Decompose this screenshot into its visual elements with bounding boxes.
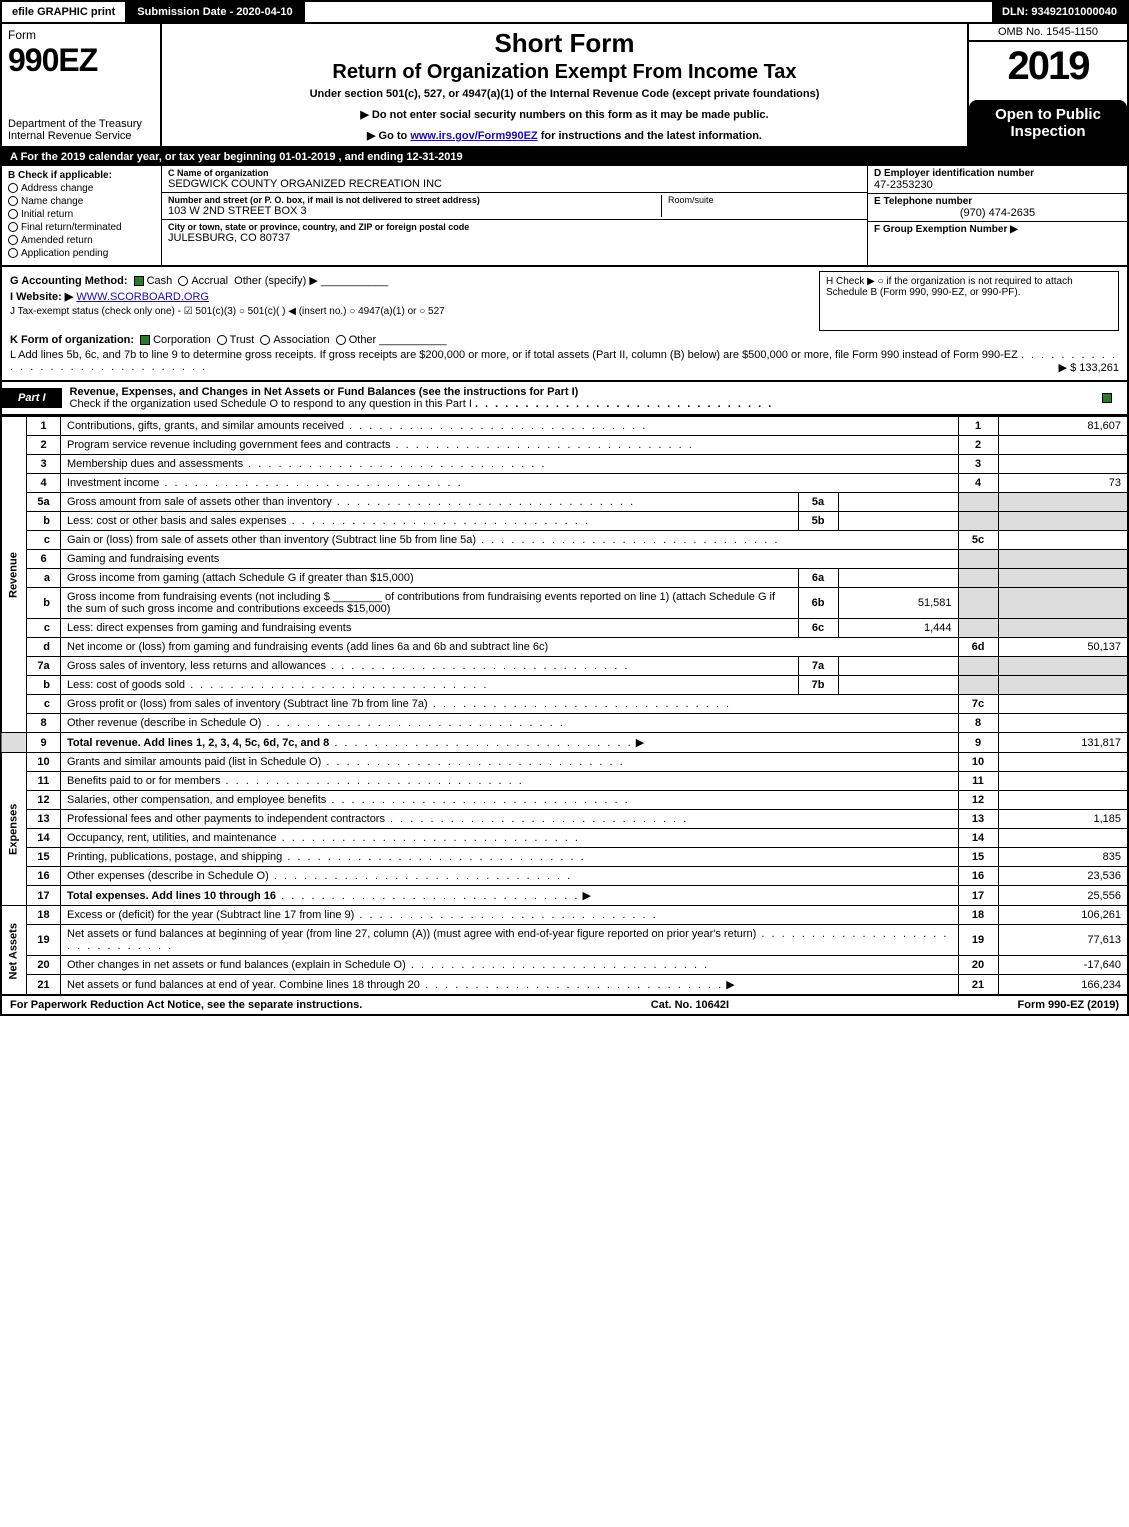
header-left: Form 990EZ Department of the Treasury In…	[2, 24, 162, 146]
chk-final-return[interactable]: Final return/terminated	[8, 222, 155, 233]
ssn-warning: ▶ Do not enter social security numbers o…	[170, 108, 959, 121]
group-exemption-label: F Group Exemption Number ▶	[874, 224, 1121, 235]
line-i: I Website: ▶ WWW.SCORBOARD.ORG	[10, 290, 779, 303]
phone-value: (970) 474-2635	[874, 207, 1121, 219]
goto-line: ▶ Go to www.irs.gov/Form990EZ for instru…	[170, 129, 959, 142]
form-header: Form 990EZ Department of the Treasury In…	[0, 22, 1129, 148]
chk-association[interactable]	[260, 335, 270, 345]
city-label: City or town, state or province, country…	[168, 222, 861, 232]
room-suite-label: Room/suite	[661, 195, 861, 217]
paperwork-notice: For Paperwork Reduction Act Notice, see …	[10, 999, 362, 1011]
chk-accrual[interactable]	[178, 276, 188, 286]
chk-trust[interactable]	[217, 335, 227, 345]
open-to-public: Open to Public Inspection	[969, 100, 1127, 146]
chk-application-pending[interactable]: Application pending	[8, 248, 155, 259]
under-section: Under section 501(c), 527, or 4947(a)(1)…	[170, 88, 959, 100]
section-b: B Check if applicable: Address change Na…	[2, 166, 162, 265]
right-num: 1	[958, 417, 998, 436]
org-city: JULESBURG, CO 80737	[168, 232, 861, 244]
ein-label: D Employer identification number	[874, 168, 1121, 179]
top-bar: efile GRAPHIC print Submission Date - 20…	[0, 0, 1129, 22]
page-footer: For Paperwork Reduction Act Notice, see …	[0, 996, 1129, 1016]
irs-link[interactable]: www.irs.gov/Form990EZ	[410, 130, 537, 142]
tax-period: A For the 2019 calendar year, or tax yea…	[0, 148, 1129, 166]
line-j: J Tax-exempt status (check only one) - ☑…	[10, 306, 779, 317]
row-num: 1	[27, 417, 61, 436]
form-title: Return of Organization Exempt From Incom…	[170, 61, 959, 84]
chk-address-change[interactable]: Address change	[8, 183, 155, 194]
form-word: Form	[8, 28, 154, 42]
spacer	[305, 2, 992, 22]
part1-title: Revenue, Expenses, and Changes in Net As…	[62, 382, 1087, 414]
part1-header: Part I Revenue, Expenses, and Changes in…	[0, 382, 1129, 416]
dln-label: DLN: 93492101000040	[992, 2, 1127, 22]
line-l: L Add lines 5b, 6c, and 7b to line 9 to …	[10, 349, 1119, 373]
expenses-label: Expenses	[1, 753, 27, 906]
tax-year: 2019	[969, 42, 1127, 91]
cat-no: Cat. No. 10642I	[651, 999, 729, 1011]
org-address: 103 W 2ND STREET BOX 3	[168, 205, 661, 217]
meta-block: G Accounting Method: Cash Accrual Other …	[0, 267, 1129, 382]
org-name: SEDGWICK COUNTY ORGANIZED RECREATION INC	[168, 178, 861, 190]
line-k: K Form of organization: Corporation Trus…	[10, 334, 1119, 346]
addr-label: Number and street (or P. O. box, if mail…	[168, 195, 661, 205]
dept-irs: Internal Revenue Service	[8, 130, 154, 142]
org-name-label: C Name of organization	[168, 168, 861, 178]
section-b-header: B Check if applicable:	[8, 170, 155, 181]
efile-button[interactable]: efile GRAPHIC print	[2, 2, 127, 22]
website-link[interactable]: WWW.SCORBOARD.ORG	[76, 291, 209, 303]
amount-cell: 81,607	[998, 417, 1128, 436]
chk-name-change[interactable]: Name change	[8, 196, 155, 207]
header-mid: Short Form Return of Organization Exempt…	[162, 24, 967, 146]
chk-cash[interactable]	[134, 276, 144, 286]
part1-checkbox[interactable]	[1087, 392, 1127, 404]
section-c: C Name of organization SEDGWICK COUNTY O…	[162, 166, 867, 265]
form-number: 990EZ	[8, 42, 154, 79]
phone-label: E Telephone number	[874, 196, 1121, 207]
netassets-label: Net Assets	[1, 906, 27, 996]
part1-table: Revenue 1 Contributions, gifts, grants, …	[0, 416, 1129, 996]
short-form-title: Short Form	[170, 28, 959, 59]
revenue-label: Revenue	[1, 417, 27, 733]
ein-value: 47-2353230	[874, 179, 1121, 191]
chk-initial-return[interactable]: Initial return	[8, 209, 155, 220]
info-block: B Check if applicable: Address change Na…	[0, 166, 1129, 267]
line-h: H Check ▶ ○ if the organization is not r…	[819, 271, 1119, 331]
omb-number: OMB No. 1545-1150	[969, 24, 1127, 42]
part1-tab: Part I	[2, 388, 62, 408]
header-right: OMB No. 1545-1150 2019 Open to Public In…	[967, 24, 1127, 146]
chk-other[interactable]	[336, 335, 346, 345]
dept-treasury: Department of the Treasury	[8, 118, 154, 130]
department-label: Department of the Treasury Internal Reve…	[8, 118, 154, 142]
chk-amended-return[interactable]: Amended return	[8, 235, 155, 246]
line-g: G Accounting Method: Cash Accrual Other …	[10, 274, 779, 287]
section-def: D Employer identification number 47-2353…	[867, 166, 1127, 265]
chk-corporation[interactable]	[140, 335, 150, 345]
form-ref: Form 990-EZ (2019)	[1018, 999, 1119, 1011]
submission-date: Submission Date - 2020-04-10	[127, 2, 304, 22]
